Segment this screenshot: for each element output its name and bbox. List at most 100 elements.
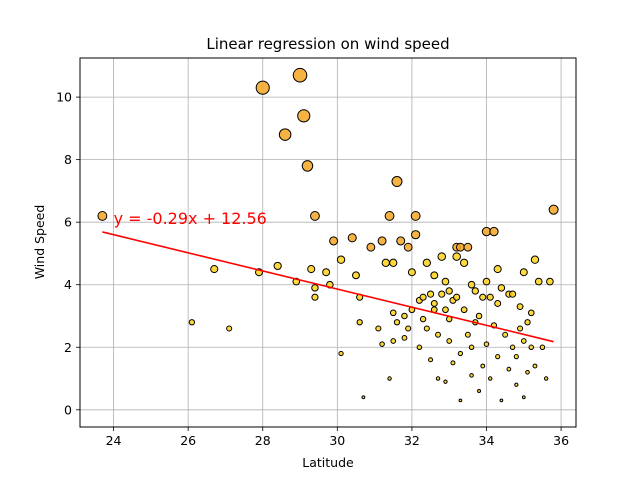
data-point [435, 376, 441, 381]
data-point [446, 338, 453, 344]
data-point [188, 319, 196, 326]
data-point [442, 306, 449, 314]
data-point [519, 268, 528, 277]
data-point [338, 350, 344, 357]
data-point [301, 160, 314, 172]
data-point [459, 258, 469, 267]
data-point [475, 312, 483, 320]
y-axis-label: Wind Speed [32, 205, 47, 280]
data-point [468, 344, 475, 350]
y-tick-label: 2 [64, 340, 72, 355]
data-point [508, 290, 517, 298]
data-point [352, 271, 360, 280]
x-tick-label: 34 [479, 433, 495, 448]
data-point [437, 252, 446, 261]
data-point [419, 293, 427, 301]
x-tick-label: 36 [553, 433, 569, 448]
data-point [438, 290, 446, 298]
data-point [226, 325, 233, 332]
data-point [457, 350, 464, 357]
data-point [423, 325, 430, 332]
data-point [486, 293, 494, 301]
data-point [502, 331, 509, 338]
data-point [375, 325, 382, 332]
data-point [403, 242, 413, 252]
y-axis-ticks: 0 2 4 6 8 10 [56, 90, 80, 417]
y-tick-label: 0 [64, 402, 72, 417]
data-point [453, 293, 461, 301]
data-point [452, 252, 461, 261]
data-point [310, 210, 320, 221]
data-point [499, 398, 504, 403]
x-tick-label: 26 [180, 433, 196, 448]
data-point [517, 325, 524, 332]
data-point [494, 300, 502, 307]
data-point [384, 210, 395, 221]
data-point [514, 382, 519, 387]
data-point [497, 284, 506, 292]
data-point [521, 395, 526, 400]
data-point [443, 379, 448, 384]
data-point [530, 255, 540, 264]
data-point [366, 242, 376, 252]
data-point [548, 204, 559, 215]
data-point [311, 293, 319, 301]
data-point [381, 258, 390, 267]
x-axis-label: Latitude [302, 455, 354, 470]
data-point [493, 265, 502, 274]
data-point [387, 376, 392, 381]
x-tick-label: 28 [255, 433, 271, 448]
data-point [534, 277, 543, 286]
y-tick-label: 8 [64, 152, 72, 167]
data-point [278, 128, 292, 141]
data-point [483, 341, 490, 347]
data-point [506, 366, 512, 372]
data-point [356, 319, 363, 326]
data-point [311, 284, 319, 292]
data-point [389, 258, 398, 267]
regression-line [102, 231, 554, 343]
data-point [528, 344, 534, 350]
data-point [435, 331, 441, 338]
data-point [525, 369, 530, 375]
data-point [322, 268, 331, 277]
y-tick-label: 10 [56, 90, 72, 105]
regression-equation: y = -0.29x + 12.56 [114, 209, 267, 228]
y-tick-label: 6 [64, 215, 72, 230]
data-point [441, 277, 450, 286]
data-point [390, 338, 397, 344]
data-point [455, 242, 465, 252]
plot-frame [79, 57, 577, 428]
data-point [467, 280, 476, 289]
data-point [539, 344, 546, 350]
grid-lines [80, 58, 576, 427]
data-point [255, 80, 270, 95]
data-point [430, 300, 438, 307]
data-point [396, 236, 406, 246]
regression-line-group [102, 231, 554, 343]
x-tick-label: 24 [106, 433, 122, 448]
data-point [480, 363, 486, 369]
x-axis-ticks: 24 26 28 30 32 34 36 [106, 427, 569, 448]
data-point [410, 210, 421, 221]
chart-title: Linear regression on wind speed [206, 35, 449, 53]
data-point [513, 354, 519, 360]
data-point [379, 341, 385, 347]
data-point [458, 398, 463, 403]
data-point [524, 319, 531, 326]
data-point [471, 287, 479, 295]
data-point [407, 268, 416, 277]
data-point [479, 293, 487, 301]
data-point [210, 265, 219, 274]
data-point [377, 236, 387, 246]
data-point [329, 236, 339, 246]
data-point [401, 312, 408, 320]
data-point [430, 271, 439, 280]
data-point [546, 277, 554, 286]
data-point [527, 309, 535, 317]
data-point [445, 287, 453, 295]
data-point [488, 376, 493, 381]
data-point [520, 338, 527, 344]
